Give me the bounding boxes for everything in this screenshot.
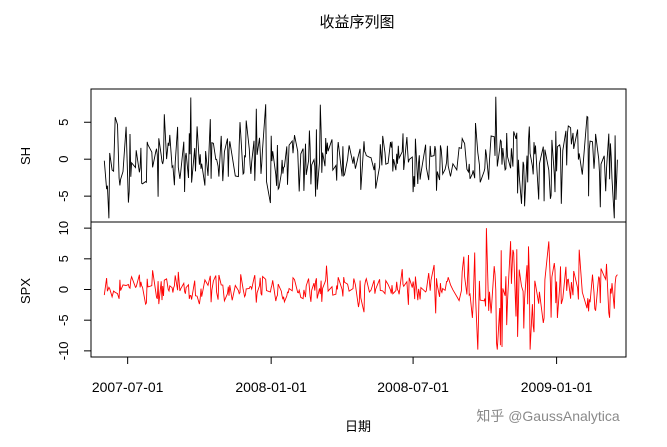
spx-y-axis: -10 -5 0 5 10	[56, 221, 92, 360]
x-tick-label: 2008-07-01	[377, 379, 449, 395]
y-tick-label: -5	[56, 314, 71, 326]
y-tick-label: 10	[56, 221, 71, 235]
y-tick-label: 5	[56, 119, 71, 126]
x-tick-label: 2008-01-01	[235, 379, 307, 395]
spx-series-line	[103, 228, 618, 350]
x-tick-label: 2009-01-01	[521, 379, 593, 395]
spx-y-label: SPX	[18, 278, 33, 304]
y-tick-label: 0	[56, 156, 71, 163]
chart-title: 收益序列图	[319, 13, 394, 31]
spx-panel-frame	[90, 221, 627, 358]
x-axis-label: 日期	[345, 420, 371, 435]
y-tick-label: -10	[56, 341, 71, 360]
watermark: 知乎 @GaussAnalytica	[476, 408, 620, 424]
y-tick-label: 0	[56, 286, 71, 293]
y-tick-label: 5	[56, 255, 71, 262]
sh-y-label: SH	[18, 147, 33, 165]
x-tick-label: 2007-07-01	[92, 379, 164, 395]
y-tick-label: -5	[56, 190, 71, 202]
sh-y-axis: -5 0 5	[56, 119, 92, 202]
sh-series-line	[103, 96, 618, 219]
x-axis: 2007-07-01 2008-01-01 2008-07-01 2009-01-01	[92, 356, 593, 395]
